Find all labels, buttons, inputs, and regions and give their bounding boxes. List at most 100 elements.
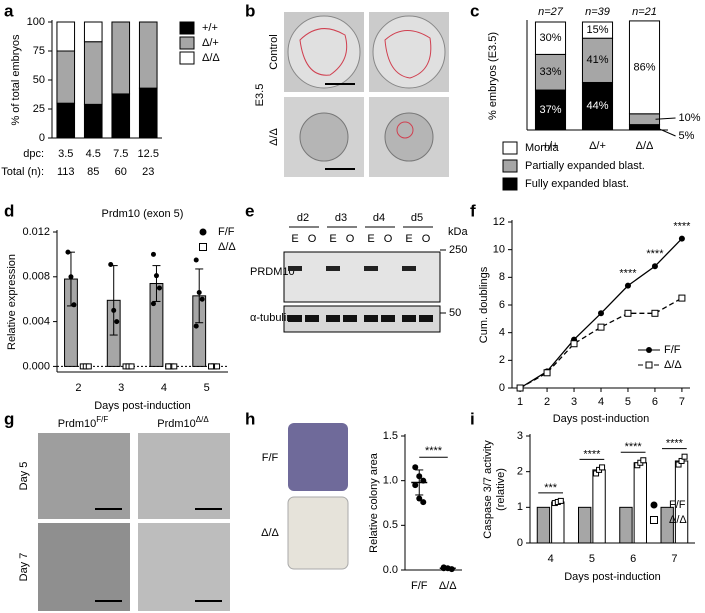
y-tick-label: 0 bbox=[39, 132, 45, 144]
band bbox=[402, 266, 416, 271]
row-label: Control bbox=[268, 34, 280, 69]
panel-label: c bbox=[470, 1, 479, 20]
x-tick-label: 4 bbox=[161, 382, 167, 394]
y-axis-label: % of total embryos bbox=[10, 34, 22, 126]
legend-label: Partially expanded blast. bbox=[525, 160, 645, 172]
legend-label: Δ/+ bbox=[202, 37, 219, 49]
data-point bbox=[416, 495, 423, 502]
x-tick-label: Δ/+ bbox=[589, 140, 606, 152]
band bbox=[343, 315, 357, 322]
value-label: 5% bbox=[679, 130, 695, 142]
data-point bbox=[196, 289, 202, 295]
y-axis-label: Relative colony area bbox=[368, 452, 380, 553]
x-tick-label: 7.5 bbox=[113, 148, 128, 160]
y-tick-label: 10 bbox=[493, 244, 505, 256]
panel-label: i bbox=[470, 409, 475, 428]
total-label: 23 bbox=[142, 166, 154, 178]
total-label: 113 bbox=[57, 166, 75, 178]
data-point bbox=[412, 482, 419, 489]
bar-segment bbox=[581, 81, 614, 131]
unit-label: kDa bbox=[448, 226, 468, 238]
embryo bbox=[287, 15, 361, 89]
outline bbox=[299, 28, 348, 76]
annotation: *** bbox=[544, 482, 558, 494]
x-tick-label: 6 bbox=[630, 553, 636, 565]
x-tick-label: 7 bbox=[679, 396, 685, 408]
x-tick-label: 2 bbox=[544, 396, 550, 408]
line-marker bbox=[598, 310, 604, 317]
bar-segment bbox=[56, 50, 76, 104]
y-tick-label: 3 bbox=[517, 430, 523, 442]
band bbox=[305, 315, 319, 322]
data-point bbox=[114, 319, 120, 325]
line-marker bbox=[516, 384, 524, 392]
legend-label: F/F bbox=[669, 499, 686, 511]
data-point bbox=[68, 274, 74, 280]
bar-segment bbox=[111, 93, 131, 139]
outline bbox=[396, 121, 414, 139]
data-point bbox=[150, 251, 156, 257]
row-label: Day 5 bbox=[18, 462, 30, 491]
annotation: **** bbox=[646, 248, 664, 260]
data-point bbox=[640, 457, 647, 464]
bar-segment bbox=[628, 113, 661, 126]
x-tick-label: 5 bbox=[625, 396, 631, 408]
band bbox=[288, 315, 302, 322]
y-tick-label: 12 bbox=[493, 216, 505, 228]
western-blot: PRDM10 α-tubulin kDa 250 50 bbox=[250, 226, 468, 333]
band bbox=[326, 315, 340, 322]
annotation: **** bbox=[583, 448, 601, 460]
band bbox=[419, 315, 433, 322]
bar bbox=[536, 506, 551, 544]
lane-label: O bbox=[346, 233, 355, 245]
legend-label: Fully expanded blast. bbox=[525, 178, 629, 190]
value-label: 44% bbox=[586, 100, 608, 112]
total-label: 60 bbox=[115, 166, 127, 178]
annotation: **** bbox=[425, 445, 443, 457]
bar-segment bbox=[534, 21, 567, 55]
data-point bbox=[599, 464, 606, 471]
data-point bbox=[153, 273, 159, 279]
annotation: **** bbox=[625, 441, 643, 453]
legend-swatch bbox=[179, 51, 195, 65]
y-tick-label: 25 bbox=[33, 103, 45, 115]
y-axis-label: % embryos (E3.5) bbox=[487, 32, 499, 120]
line-marker bbox=[678, 294, 686, 302]
y-tick-label: 75 bbox=[33, 45, 45, 57]
genotype: F/F bbox=[96, 415, 108, 424]
image bbox=[138, 523, 230, 611]
legend-marker bbox=[650, 501, 658, 509]
y-tick-label: 0.012 bbox=[22, 226, 50, 238]
marker-label: 50 bbox=[449, 307, 461, 319]
value-label: 10% bbox=[679, 112, 701, 124]
data-point bbox=[128, 363, 135, 370]
bar-segment bbox=[581, 37, 614, 83]
y-tick-label: 0.008 bbox=[22, 271, 50, 283]
bar-segment bbox=[83, 41, 103, 105]
panel-label: g bbox=[4, 409, 14, 428]
y-tick-label: 1.0 bbox=[383, 475, 398, 487]
bar bbox=[619, 506, 633, 544]
panel-label: e bbox=[245, 201, 254, 220]
data-point bbox=[214, 363, 221, 370]
legend-label: F/F bbox=[664, 344, 681, 356]
lane-label: E bbox=[405, 233, 412, 245]
lane-label: O bbox=[308, 233, 317, 245]
data-point bbox=[111, 307, 117, 313]
data-point bbox=[199, 296, 205, 302]
line-marker bbox=[543, 369, 551, 377]
legend-swatch bbox=[502, 159, 518, 173]
data-point bbox=[420, 499, 427, 506]
lane-label: E bbox=[329, 233, 336, 245]
day-label: d3 bbox=[335, 212, 347, 224]
column-label: Prdm10F/F bbox=[58, 415, 109, 430]
band bbox=[402, 315, 416, 322]
bar-segment bbox=[83, 21, 103, 43]
lane-label: O bbox=[422, 233, 431, 245]
lane-label: E bbox=[291, 233, 298, 245]
y-tick-label: 0.004 bbox=[22, 316, 50, 328]
row-label: Day 7 bbox=[18, 553, 30, 582]
y-tick-label: 1 bbox=[517, 501, 523, 513]
data-point bbox=[557, 497, 564, 504]
y-tick-label: 50 bbox=[33, 74, 45, 86]
